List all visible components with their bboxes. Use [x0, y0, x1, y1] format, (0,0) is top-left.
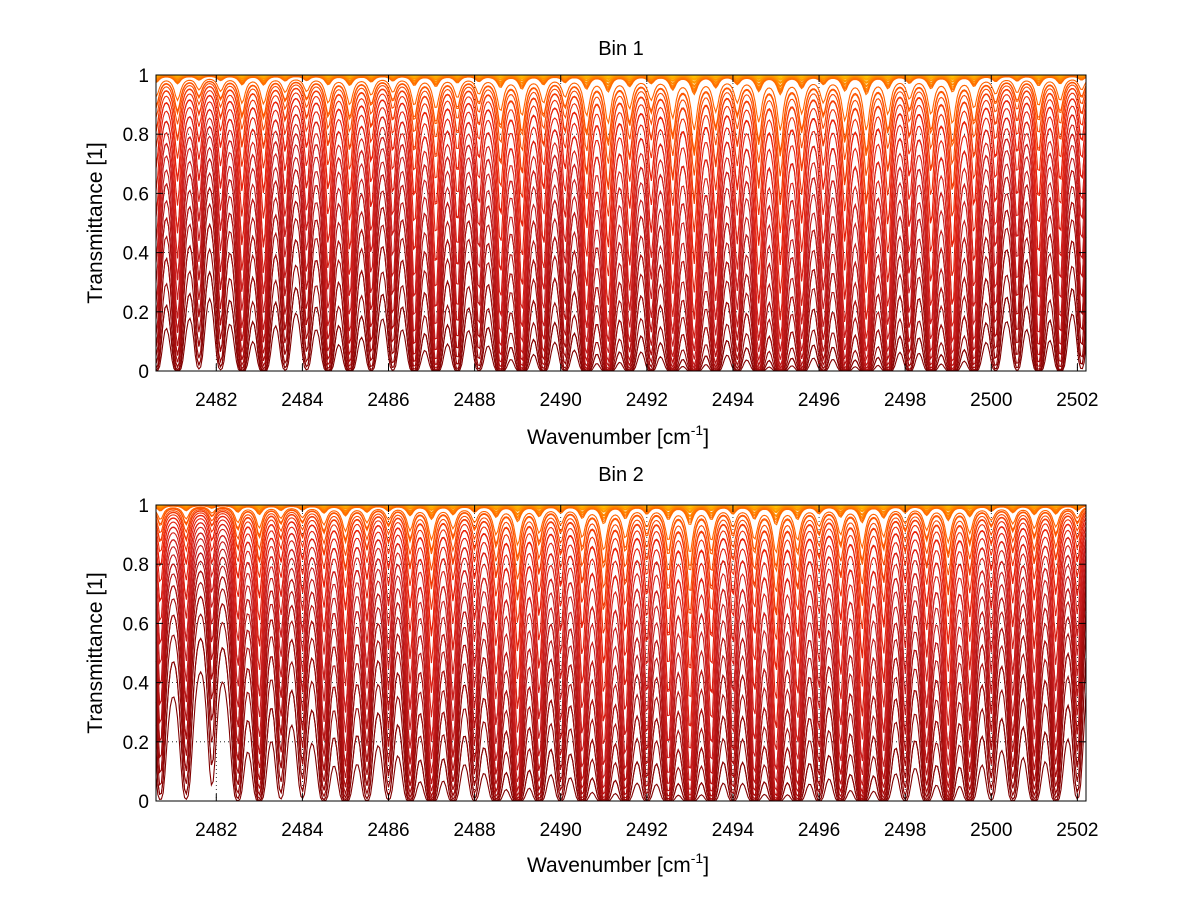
y-tick-label: 0.8	[123, 125, 149, 146]
series-line	[155, 552, 1087, 797]
y-tick-label: 0.6	[123, 614, 149, 635]
x-axis-label: Wavenumber [cm-1]	[527, 422, 709, 449]
series-line	[155, 560, 1087, 800]
x-tick-label: 2488	[453, 390, 495, 411]
x-axis-label: Wavenumber [cm-1]	[527, 850, 709, 877]
x-tick-label: 2486	[367, 390, 409, 411]
series-line	[155, 512, 1087, 640]
x-tick-label: 2500	[970, 820, 1012, 841]
x-axis-ticks: 2482 2484 2486 2488 2490 2492 2494 2496 2498 2500…	[195, 505, 1099, 841]
series-line	[155, 85, 1087, 202]
x-tick-label: 2482	[195, 390, 237, 411]
y-axis-label: Transmittance [1]	[84, 142, 107, 303]
y-tick-label: 1	[138, 496, 149, 517]
series-line	[155, 186, 1087, 372]
series-line	[155, 508, 1087, 592]
series-group	[155, 504, 1087, 802]
x-tick-label: 2498	[884, 820, 926, 841]
x-tick-label: 2488	[453, 820, 495, 841]
x-tick-label: 2492	[626, 820, 668, 841]
series-line	[155, 510, 1087, 612]
series-line	[155, 135, 1087, 362]
axes-frame	[155, 504, 1087, 802]
series-line	[155, 507, 1087, 569]
y-axis-ticks: 0 0.2 0.4 0.6 0.8 1	[123, 496, 1086, 813]
series-line	[155, 146, 1087, 368]
x-tick-label: 2498	[884, 390, 926, 411]
y-axis-ticks: 0 0.2 0.4 0.6 0.8 1	[123, 66, 1086, 383]
x-tick-label: 2484	[281, 390, 324, 411]
y-tick-label: 0.6	[123, 184, 149, 205]
subplot-bin-1: Bin 1 2482 2484 2486 2488 2490 2492 2494 2496 24…	[84, 38, 1099, 449]
series-line	[155, 522, 1087, 727]
series-line	[155, 613, 1087, 802]
y-tick-label: 0.4	[123, 244, 150, 265]
series-line	[155, 75, 1087, 88]
series-line	[155, 570, 1087, 801]
series-line	[155, 505, 1087, 524]
y-tick-label: 1	[138, 66, 149, 87]
series-line	[155, 581, 1087, 802]
axes-frame	[155, 74, 1087, 372]
x-tick-label: 2502	[1056, 820, 1098, 841]
series-line	[155, 538, 1087, 784]
series-line	[155, 544, 1087, 792]
x-tick-label: 2482	[195, 820, 237, 841]
x-tick-label: 2486	[367, 820, 409, 841]
series-line	[155, 532, 1087, 769]
chart-title: Bin 2	[598, 464, 644, 486]
x-tick-label: 2494	[712, 390, 755, 411]
series-line	[155, 108, 1087, 320]
series-line	[155, 595, 1087, 802]
y-tick-label: 0.2	[123, 733, 149, 754]
series-line	[155, 94, 1087, 263]
y-tick-label: 0.2	[123, 303, 149, 324]
y-tick-label: 0	[138, 362, 149, 383]
series-line	[155, 518, 1087, 699]
x-tick-label: 2484	[281, 820, 324, 841]
series-line	[155, 90, 1087, 234]
y-tick-label: 0.8	[123, 555, 149, 576]
x-tick-label: 2492	[626, 390, 668, 411]
x-axis-ticks: 2482 2484 2486 2488 2490 2492 2494 2496 2498 2500…	[195, 75, 1099, 411]
y-tick-label: 0	[138, 792, 149, 813]
x-tick-label: 2500	[970, 390, 1012, 411]
series-line	[155, 157, 1087, 370]
subplot-bin-2: Bin 2 2482 2484 2486 2488 2490 2492 2494 2496 24…	[84, 464, 1099, 877]
series-line	[155, 526, 1087, 750]
x-tick-label: 2490	[540, 820, 582, 841]
series-line	[155, 506, 1087, 554]
x-tick-label: 2496	[798, 390, 840, 411]
series-line	[155, 637, 1087, 802]
series-group	[155, 74, 1087, 372]
x-tick-label: 2494	[712, 820, 755, 841]
x-tick-label: 2490	[540, 390, 582, 411]
x-tick-label: 2502	[1056, 390, 1098, 411]
series-line	[155, 202, 1087, 372]
x-tick-label: 2496	[798, 820, 840, 841]
series-line	[155, 75, 1087, 94]
series-line	[155, 101, 1087, 294]
series-line	[155, 514, 1087, 668]
series-line	[155, 78, 1087, 131]
series-line	[155, 117, 1087, 340]
series-line	[155, 125, 1087, 352]
y-tick-label: 0.4	[123, 674, 150, 695]
series-line	[155, 171, 1087, 371]
series-line	[155, 80, 1087, 153]
y-axis-label: Transmittance [1]	[84, 572, 107, 733]
chart-title: Bin 1	[598, 38, 644, 60]
series-line	[155, 83, 1087, 177]
